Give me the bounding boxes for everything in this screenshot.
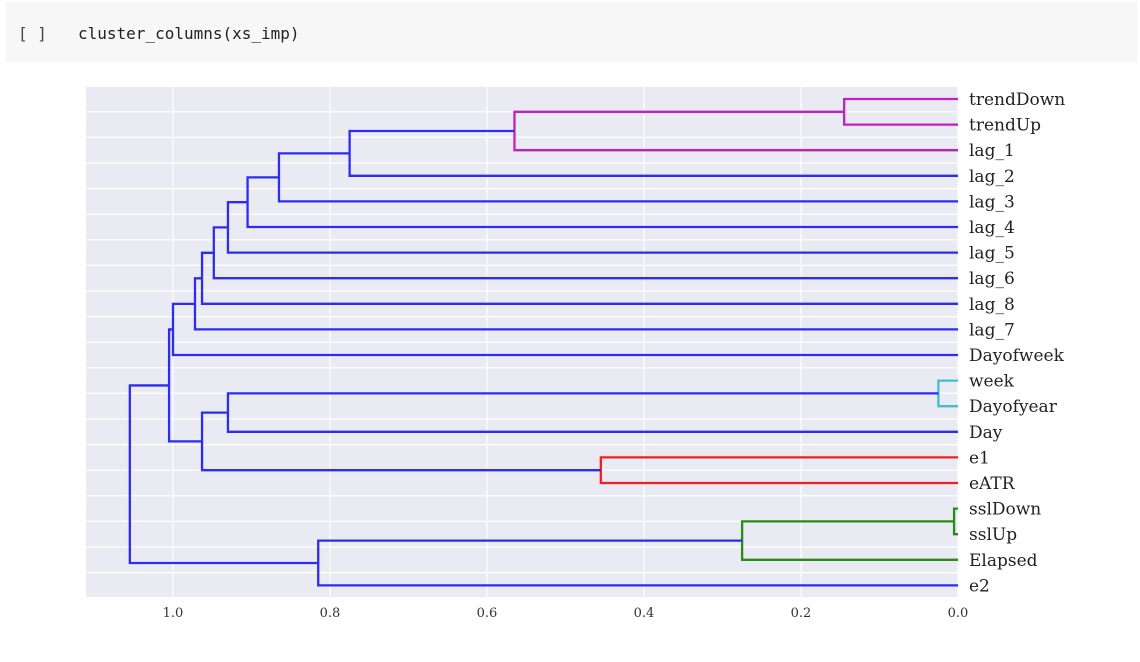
leaf-label: sslDown <box>969 500 1041 520</box>
code-cell[interactable]: [ ] cluster_columns(xs_imp) <box>6 2 1137 62</box>
leaf-label: lag_5 <box>969 244 1015 264</box>
x-axis-ticks: 1.0 0.8 0.6 0.4 0.2 0.0 <box>163 606 969 621</box>
cell-run-prompt[interactable]: [ ] <box>18 24 47 43</box>
leaf-label: trendDown <box>969 90 1065 110</box>
leaf-label: lag_2 <box>969 167 1015 187</box>
leaf-label: week <box>969 372 1015 392</box>
x-tick-label: 0.0 <box>948 606 969 621</box>
x-tick-label: 0.2 <box>791 606 812 621</box>
leaf-label: Dayofyear <box>969 397 1058 417</box>
grid-lines <box>86 87 959 597</box>
x-tick-label: 1.0 <box>163 606 184 621</box>
dendrogram-links <box>128 97 958 587</box>
leaf-label: Dayofweek <box>969 346 1065 366</box>
leaf-label: lag_8 <box>969 295 1015 315</box>
leaf-label: trendUp <box>969 116 1041 136</box>
leaf-label: Elapsed <box>969 551 1038 571</box>
leaf-labels: trendDown trendUp lag_1 lag_2 lag_3 lag_4 lag_… <box>969 90 1065 596</box>
x-tick-label: 0.6 <box>477 606 498 621</box>
cell-code-text: cluster_columns(xs_imp) <box>78 24 300 43</box>
leaf-label: lag_3 <box>969 192 1015 212</box>
leaf-label: eATR <box>969 474 1016 494</box>
leaf-label: lag_4 <box>969 218 1015 238</box>
dendrogram-link <box>128 384 319 565</box>
leaf-label: sslUp <box>969 525 1017 545</box>
x-tick-label: 0.8 <box>320 606 341 621</box>
leaf-label: lag_7 <box>969 320 1015 340</box>
leaf-label: e2 <box>969 576 990 596</box>
leaf-label: Day <box>969 423 1003 443</box>
x-tick-label: 0.4 <box>634 606 655 621</box>
leaf-label: e1 <box>969 448 990 468</box>
leaf-label: lag_1 <box>969 141 1015 161</box>
leaf-label: lag_6 <box>969 269 1015 289</box>
